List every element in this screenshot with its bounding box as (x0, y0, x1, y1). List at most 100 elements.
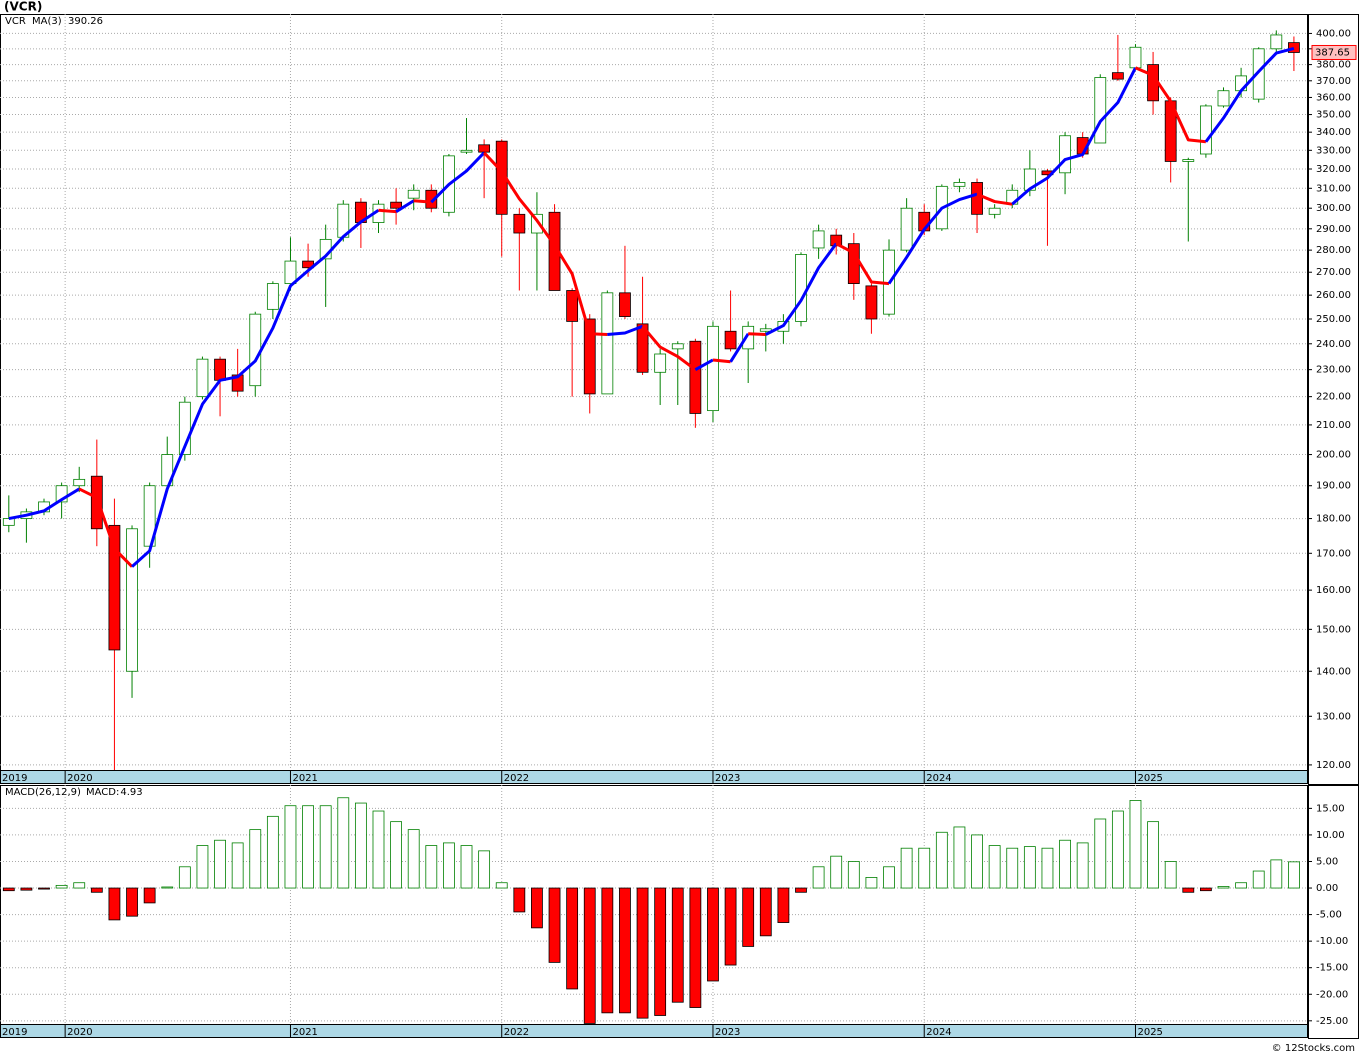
macd-bar (390, 821, 402, 889)
macd-bar (847, 861, 860, 889)
candle-body (55, 485, 68, 503)
candle-body (1129, 46, 1142, 69)
candle-body (513, 213, 526, 234)
y-tick-label: 200.00 (1316, 450, 1351, 461)
y-tick-label: 230.00 (1316, 365, 1351, 376)
macd-bar (883, 866, 895, 889)
macd-bar (830, 855, 843, 889)
y-tick-label: -5.00 (1316, 910, 1342, 921)
ma-line (1204, 46, 1295, 143)
candle-body (1111, 72, 1124, 80)
macd-bar (302, 805, 314, 889)
macd-bar (90, 887, 103, 893)
x-tick-label: 2025 (1137, 1027, 1162, 1038)
y-tick-label: 300.00 (1316, 203, 1351, 214)
macd-bar (795, 887, 807, 893)
candle-body (1252, 48, 1265, 100)
candle-body (531, 213, 543, 234)
y-tick-label: 330.00 (1316, 145, 1351, 156)
macd-bar (1182, 887, 1195, 893)
macd-bar (20, 887, 33, 891)
y-tick-label: 220.00 (1316, 392, 1351, 403)
candle-body (196, 358, 209, 398)
last-price-label: 387.65 (1315, 47, 1350, 58)
x-tick-label: 2019 (2, 773, 27, 784)
ma-line (835, 242, 890, 286)
y-tick-label: 190.00 (1316, 481, 1351, 492)
macd-bar (1252, 870, 1265, 889)
y-tick-label: 130.00 (1316, 711, 1351, 722)
y-tick-label: 370.00 (1316, 76, 1351, 87)
macd-bar (407, 829, 420, 889)
macd-bar (478, 850, 491, 889)
y-tick-label: 10.00 (1316, 830, 1345, 841)
candle-body (478, 144, 491, 153)
candle-body (249, 313, 262, 387)
macd-bar (284, 805, 297, 889)
y-tick-label: 210.00 (1316, 420, 1351, 431)
candle-body (671, 343, 684, 350)
macd-bar (918, 847, 931, 889)
macd-bar (1235, 882, 1248, 889)
x-tick-label: 2020 (67, 1027, 92, 1038)
macd-bar (531, 887, 543, 929)
macd-bar (900, 847, 913, 889)
x-tick-label: 2020 (67, 773, 92, 784)
x-tick-label: 2021 (292, 1027, 317, 1038)
chart-title: (VCR) (4, 0, 42, 14)
y-tick-label: 290.00 (1316, 224, 1351, 235)
ma-line (748, 332, 766, 336)
candle-body (900, 207, 913, 251)
y-tick-label: 380.00 (1316, 60, 1351, 71)
macd-bar (73, 882, 86, 889)
candle-body (601, 292, 614, 395)
macd-bar (1041, 847, 1054, 889)
y-tick-label: 350.00 (1316, 110, 1351, 121)
ma-line (607, 324, 644, 336)
macd-bar (460, 845, 473, 889)
axis-area (1308, 14, 1359, 785)
y-tick-label: 240.00 (1316, 339, 1351, 350)
y-tick-label: -25.00 (1316, 1016, 1348, 1027)
macd-bar (1288, 861, 1300, 889)
macd-bar (1006, 847, 1019, 889)
ma-line (1011, 67, 1137, 206)
ma-line (712, 358, 731, 364)
macd-bar (707, 887, 719, 982)
macd-bar (742, 887, 755, 947)
plot-layer: 400.00390.00380.00370.00360.00350.00340.… (0, 14, 1359, 1039)
candle-body (812, 230, 825, 249)
last-price-box (1311, 44, 1357, 60)
candle-body (988, 207, 1001, 215)
candle-body (1270, 34, 1283, 50)
candle-body (1288, 42, 1300, 53)
candle-body (1217, 90, 1230, 107)
y-tick-label: 150.00 (1316, 624, 1351, 635)
macd-bar (249, 829, 262, 889)
candle-body (1094, 77, 1107, 144)
y-tick-label: -15.00 (1316, 963, 1348, 974)
macd-bar (337, 797, 350, 889)
legend-ma-name: MA(3) (32, 16, 62, 27)
candle-body (266, 283, 279, 310)
candle-body (178, 401, 191, 455)
macd-bar (1199, 887, 1212, 892)
macd-bar (971, 834, 983, 889)
macd-bar (1059, 839, 1071, 889)
candle-body (759, 328, 772, 332)
candle-body (407, 189, 420, 199)
macd-bar (724, 887, 737, 966)
candle-body (742, 325, 755, 350)
ma-line (1134, 66, 1207, 144)
y-tick-label: 310.00 (1316, 183, 1351, 194)
x-tick-label: 2023 (715, 773, 740, 784)
macd-bar (126, 887, 138, 917)
macd-bar (38, 887, 50, 890)
macd-bar (108, 887, 121, 921)
footer: © 12Stocks.com (1272, 1043, 1355, 1054)
legend-ma-value: 390.26 (68, 16, 103, 27)
y-tick-label: 180.00 (1316, 514, 1351, 525)
macd-bar (548, 887, 561, 963)
macd-bar (196, 845, 209, 889)
